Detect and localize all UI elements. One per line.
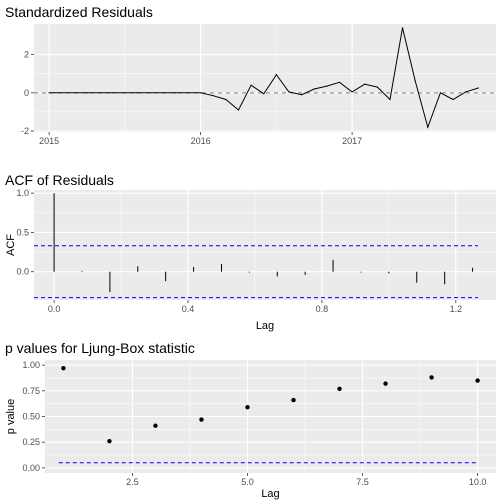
residual-point [187, 92, 189, 94]
residual-point [200, 92, 202, 94]
x-tick-label: 5.0 [241, 477, 254, 487]
residual-point [427, 126, 429, 128]
p-value-point [61, 366, 66, 371]
residual-point [465, 91, 467, 93]
residual-point [61, 92, 63, 94]
p-value-point [383, 381, 388, 386]
p-value-point [245, 405, 250, 410]
residual-point [313, 88, 315, 90]
residual-point [439, 92, 442, 94]
residual-point [263, 93, 265, 95]
residual-point [111, 92, 113, 94]
y-tick-label: 0.75 [22, 386, 40, 396]
residual-point [237, 109, 240, 111]
x-tick-label: 2015 [39, 136, 59, 146]
residual-point [351, 91, 353, 93]
x-tick-label: 0.4 [182, 304, 195, 314]
residual-point [174, 92, 176, 94]
residual-point [48, 92, 50, 94]
residual-point [414, 80, 416, 82]
y-axis-label: ACF [5, 234, 17, 256]
residual-point [124, 92, 126, 94]
panel-title: ACF of Residuals [5, 172, 114, 188]
y-tick-label: 1.00 [22, 360, 40, 370]
residual-point [452, 98, 454, 101]
residual-point [376, 86, 378, 88]
x-tick-label: 0.8 [316, 304, 329, 314]
residual-point [338, 81, 341, 83]
residual-point [98, 92, 101, 94]
p-value-point [153, 423, 158, 428]
residual-point [73, 92, 76, 94]
p-value-point [337, 386, 342, 391]
panel-background [34, 190, 496, 300]
y-tick-label: 0.50 [22, 412, 40, 422]
p-value-point [429, 375, 434, 380]
residual-point [288, 91, 290, 93]
y-tick-label: 1.0 [16, 188, 29, 198]
residual-point [250, 84, 252, 86]
p-value-point [291, 397, 296, 403]
residual-point [149, 92, 151, 94]
y-tick-label: 0.25 [22, 437, 40, 447]
y-tick-label: 0.00 [22, 463, 40, 473]
residual-point [477, 87, 479, 89]
y-tick-label: 2 [24, 50, 29, 60]
residual-point [326, 85, 328, 87]
panel-3: 2.5 5.0 7.5 10.0 0.00 0.25 0.50 0.75 1.00 p value… [5, 340, 496, 500]
panel-1: 2015 2016 2017 -2 0 2 Standardized Residuals [5, 4, 496, 146]
panel-title: p values for Ljung-Box statistic [5, 340, 195, 356]
y-axis-label: p value [5, 399, 17, 434]
residual-point [136, 92, 139, 94]
p-value-point [107, 438, 112, 444]
residual-point [86, 92, 88, 94]
x-tick-label: 2.5 [126, 477, 139, 487]
residual-point [301, 94, 303, 96]
residual-point [275, 74, 277, 76]
p-value-point [475, 378, 480, 383]
x-tick-label: 1.2 [450, 304, 463, 314]
panel-title: Standardized Residuals [5, 4, 153, 20]
y-tick-label: 0 [24, 88, 29, 98]
residual-point [162, 92, 164, 94]
y-tick-label: 0.5 [16, 227, 29, 237]
residual-point [401, 27, 404, 29]
residual-point [212, 95, 214, 97]
y-tick-label: -2 [21, 126, 29, 136]
x-tick-label: 2016 [191, 136, 211, 146]
x-axis-label: Lag [256, 320, 274, 332]
x-tick-label: 0.0 [48, 304, 61, 314]
x-tick-label: 10.0 [469, 477, 487, 487]
y-tick-label: 0.0 [16, 267, 29, 277]
x-tick-label: 7.5 [356, 477, 369, 487]
panel-background [34, 24, 496, 132]
residual-point [389, 98, 391, 101]
residual-point [364, 83, 366, 85]
x-tick-label: 2017 [342, 136, 362, 146]
x-axis-label: Lag [261, 488, 279, 500]
residual-point [225, 98, 227, 101]
p-value-point [199, 417, 204, 422]
